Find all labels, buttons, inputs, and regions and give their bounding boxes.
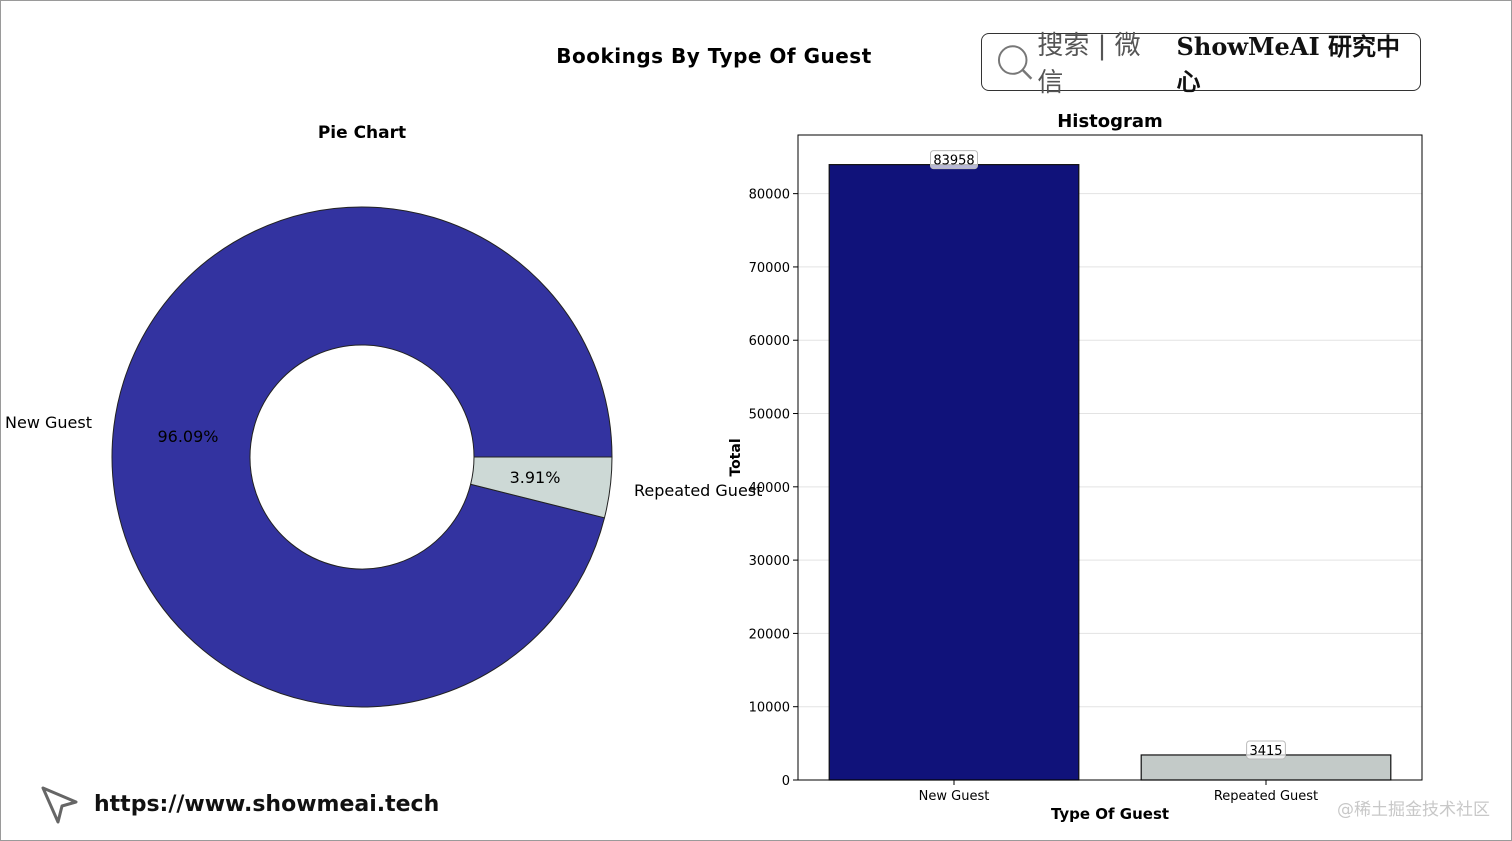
bar-value-label: 83958 (933, 154, 974, 169)
cursor-icon (41, 786, 78, 824)
y-tick-label: 50000 (749, 408, 790, 423)
y-tick-label: 30000 (749, 554, 790, 569)
footer-link[interactable]: https://www.showmeai.tech (40, 782, 439, 826)
y-tick-label: 60000 (749, 334, 790, 349)
pie-slice-1 (111, 206, 613, 708)
pie-slice-2 (470, 456, 613, 519)
search-label: 搜索 | 微信 (1037, 31, 1141, 98)
y-tick-label: 0 (782, 774, 790, 789)
pie-percent-label: 3.91% (510, 468, 561, 487)
pie-category-label: Repeated Guest (634, 481, 762, 500)
y-axis-label: Total (728, 438, 744, 476)
y-tick-label: 70000 (749, 261, 790, 276)
search-icon (997, 45, 1033, 80)
watermark: @稀土掘金技术社区 (1337, 800, 1490, 820)
histogram-title: Histogram (1057, 111, 1163, 132)
bar-value-label: 3415 (1249, 744, 1282, 759)
y-tick-label: 10000 (749, 701, 790, 716)
pie-category-label: New Guest (5, 413, 92, 432)
y-tick-label: 20000 (749, 627, 790, 642)
pie-percent-label: 96.09% (157, 427, 218, 446)
x-tick-label: New Guest (919, 789, 990, 804)
x-tick-label: Repeated Guest (1214, 789, 1318, 804)
bar-1 (828, 164, 1080, 781)
pie-chart-title: Pie Chart (318, 123, 406, 143)
footer-url: https://www.showmeai.tech (94, 791, 440, 817)
x-axis-label: Type Of Guest (1051, 805, 1169, 823)
bar-value-box (930, 150, 978, 170)
plot-frame (797, 134, 1423, 781)
y-tick-label: 40000 (749, 481, 790, 496)
figure-title: Bookings By Type Of Guest (556, 44, 872, 68)
bar-value-box (1246, 740, 1286, 760)
search-badge[interactable]: 搜索 | 微信 ShowMeAI 研究中心 (981, 31, 1421, 98)
brand-name: ShowMeAI 研究中心 (1176, 32, 1401, 96)
y-tick-label: 80000 (749, 188, 790, 203)
